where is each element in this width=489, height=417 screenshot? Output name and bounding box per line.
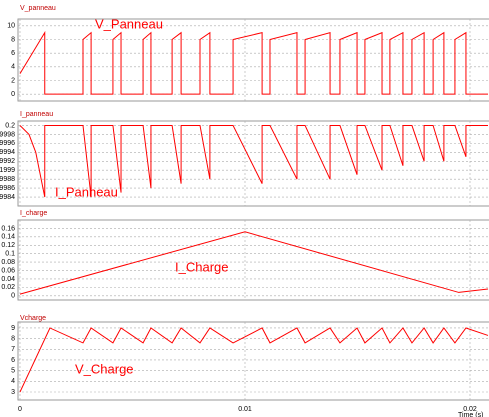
y-tick-label: 8 <box>11 36 15 43</box>
panel-title: V_panneau <box>20 5 56 12</box>
y-tick-label: 0.06 <box>1 267 15 274</box>
y-tick-label: 6 <box>11 50 15 57</box>
plot-frame <box>17 219 489 301</box>
y-tick-label: 9 <box>11 325 15 332</box>
y-tick-label: 9988 <box>0 176 15 183</box>
x-tick-label: 0 <box>18 406 22 413</box>
y-tick-label: 10 <box>7 23 15 30</box>
y-tick-label: 4 <box>11 64 15 71</box>
y-tick-label: 0.02 <box>1 284 15 291</box>
annotation: V_Charge <box>75 361 134 376</box>
y-tick-label: 9992 <box>0 158 15 165</box>
x-tick-label: 0.02 <box>463 406 477 413</box>
y-tick-label: 6 <box>11 357 15 364</box>
y-tick-label: 1999 <box>0 167 15 174</box>
y-tick-label: 4 <box>11 378 15 385</box>
data-line <box>19 327 489 393</box>
plot-frame <box>17 321 489 401</box>
y-tick-label: 7 <box>11 346 15 353</box>
plot-frame <box>17 18 489 102</box>
y-tick-label: 0 <box>11 293 15 300</box>
y-tick-label: 0 <box>11 91 15 98</box>
y-tick-label: 9996 <box>0 140 15 147</box>
annotation: V_Panneau <box>95 16 163 31</box>
y-tick-label: 8 <box>11 335 15 342</box>
y-tick-label: 5 <box>11 368 15 375</box>
data-line <box>19 30 488 95</box>
y-tick-label: 0.2 <box>5 122 15 129</box>
plot-frame <box>17 120 489 207</box>
y-tick-label: 0.04 <box>1 276 15 283</box>
annotation: I_Panneau <box>55 184 118 199</box>
panel-title: I_panneau <box>20 111 53 118</box>
x-tick-label: 0.01 <box>238 406 252 413</box>
annotation: I_Charge <box>175 259 228 274</box>
y-tick-label: 0.08 <box>1 259 15 266</box>
y-tick-label: 0.1 <box>5 251 15 258</box>
x-axis-label: Time (s) <box>458 412 483 417</box>
y-tick-label: 0.12 <box>1 242 15 249</box>
y-tick-label: 9984 <box>0 194 15 201</box>
y-tick-label: 0.14 <box>1 234 15 241</box>
data-line <box>19 124 488 198</box>
data-line <box>19 231 489 295</box>
y-tick-label: 9994 <box>0 149 15 156</box>
y-tick-label: 9998 <box>0 131 15 138</box>
panel-title: I_charge <box>20 210 47 217</box>
y-tick-label: 2 <box>11 77 15 84</box>
y-tick-label: 3 <box>11 389 15 396</box>
panel-title: Vcharge <box>20 315 46 322</box>
y-tick-label: 9986 <box>0 185 15 192</box>
y-tick-label: 0.16 <box>1 225 15 232</box>
